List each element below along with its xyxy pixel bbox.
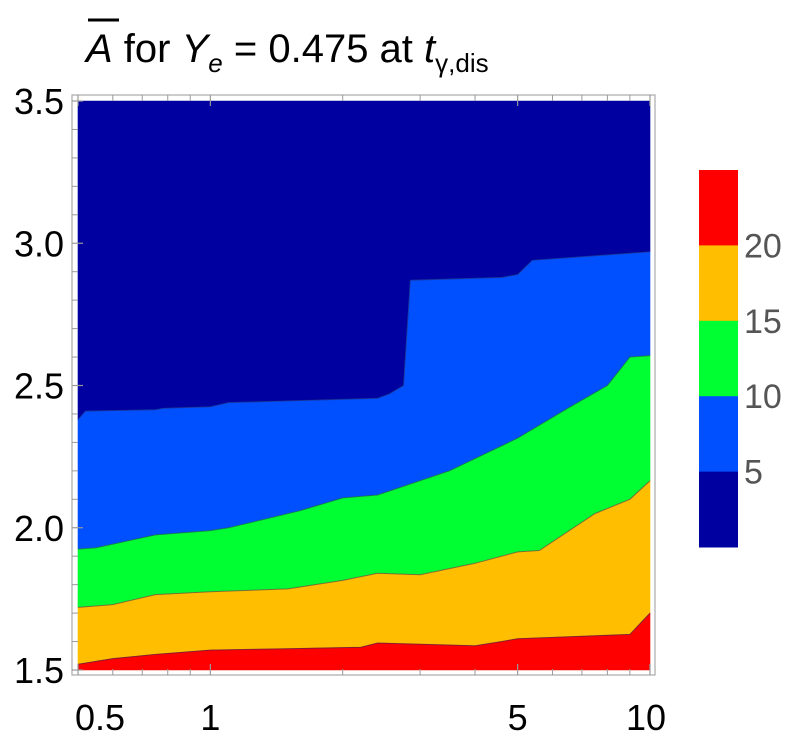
title-a-symbol: A: [84, 27, 113, 71]
legend-label: 20: [744, 227, 782, 265]
legend-label: 15: [744, 303, 782, 341]
legend-swatch: [699, 245, 738, 322]
legend-label: 5: [744, 454, 763, 492]
y-tick-label: 2.5: [14, 366, 64, 407]
y-axis: 1.5 2.0 2.5 3.0 3.5: [14, 81, 83, 691]
color-legend: 5 10 15 20: [699, 170, 782, 548]
legend-swatch: [699, 471, 738, 548]
title-y-subscript: e: [208, 48, 222, 78]
x-tick-label: 5: [508, 697, 528, 738]
x-tick-label: 10: [626, 697, 666, 738]
legend-swatch: [699, 170, 738, 246]
contour-fills: [77, 100, 651, 671]
contour-lines: [77, 251, 651, 665]
title-y-symbol: Y: [182, 27, 212, 71]
x-tick-label: 1: [200, 697, 220, 738]
title-middle: for: [113, 27, 182, 71]
y-tick-label: 3.5: [14, 81, 64, 122]
y-tick-label: 1.5: [14, 650, 64, 691]
contour-line-15: [77, 480, 651, 608]
legend-label: 10: [744, 378, 782, 416]
chart-title: A for Ye = 0.475 at tγ,dis: [84, 27, 489, 78]
title-value-text: = 0.475 at: [223, 27, 424, 71]
legend-swatch: [699, 320, 738, 397]
contour-line-20: [77, 612, 651, 665]
title-t-subscript: γ,dis: [435, 48, 488, 78]
contour-line-5: [77, 251, 651, 420]
x-axis: 0.5 1 5 10: [75, 95, 666, 738]
y-tick-label: 2.0: [14, 508, 64, 549]
legend-swatch: [699, 396, 738, 473]
contour-line-10: [77, 355, 651, 550]
title-t-symbol: t: [424, 27, 437, 71]
x-tick-label: 0.5: [75, 697, 125, 738]
y-tick-label: 3.0: [14, 223, 64, 264]
